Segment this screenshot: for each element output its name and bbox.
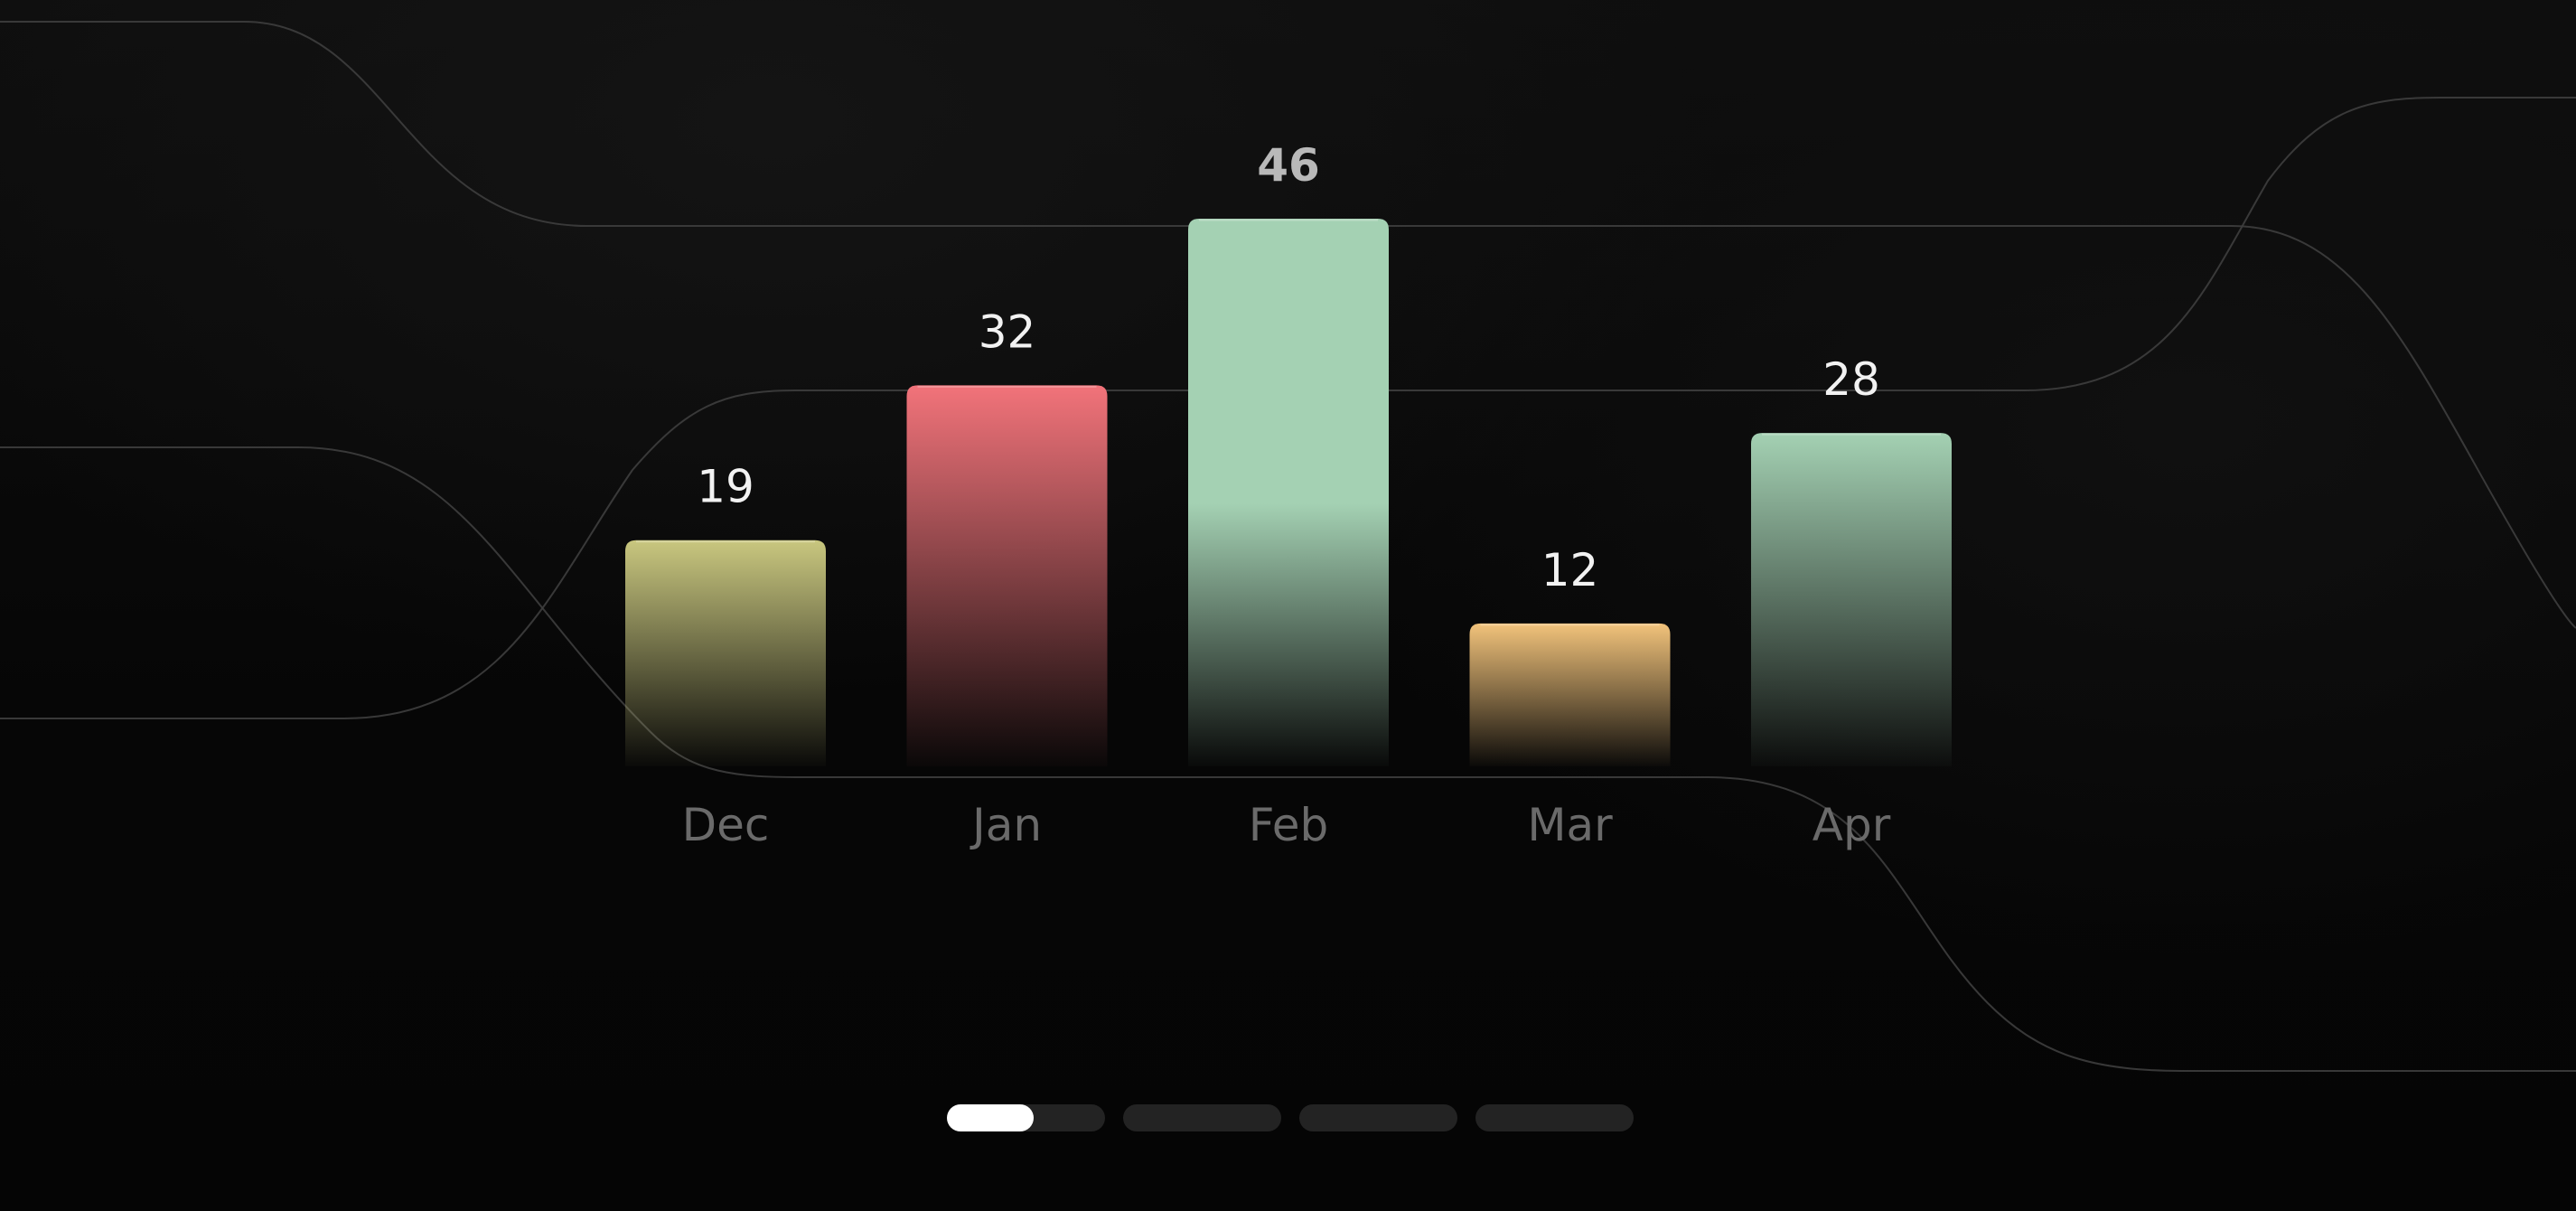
- background-curves: [0, 21, 2576, 1072]
- bars: [625, 219, 1952, 766]
- value-label-mar: 12: [1541, 544, 1599, 596]
- category-labels: Dec Jan Feb Mar Apr: [682, 799, 1891, 851]
- category-label-jan: Jan: [970, 799, 1042, 851]
- background-curve: [0, 97, 2576, 719]
- background-curve: [0, 21, 2576, 629]
- bar-jan: [906, 385, 1108, 766]
- value-label-dec: 19: [697, 461, 754, 513]
- category-label-dec: Dec: [682, 799, 770, 851]
- page-indicator: [947, 1104, 1634, 1131]
- bar-dec: [625, 540, 826, 766]
- value-label-jan: 32: [979, 305, 1036, 358]
- page-indicator-item-4[interactable]: [1475, 1104, 1634, 1131]
- bar-apr: [1751, 433, 1952, 766]
- value-label-apr: 28: [1822, 353, 1880, 406]
- bar-feb: [1188, 219, 1389, 766]
- category-label-apr: Apr: [1813, 799, 1891, 851]
- category-label-feb: Feb: [1249, 799, 1329, 851]
- page-indicator-item-2[interactable]: [1123, 1104, 1281, 1131]
- bar-mar: [1469, 623, 1671, 766]
- category-label-mar: Mar: [1527, 799, 1613, 851]
- background-curve: [0, 446, 2576, 1072]
- value-label-feb: 46: [1257, 139, 1320, 192]
- value-labels: 19 32 46 12 28: [697, 139, 1880, 596]
- page-indicator-item-1[interactable]: [947, 1104, 1105, 1131]
- page-indicator-progress: [947, 1104, 1035, 1131]
- page-indicator-item-3[interactable]: [1299, 1104, 1457, 1131]
